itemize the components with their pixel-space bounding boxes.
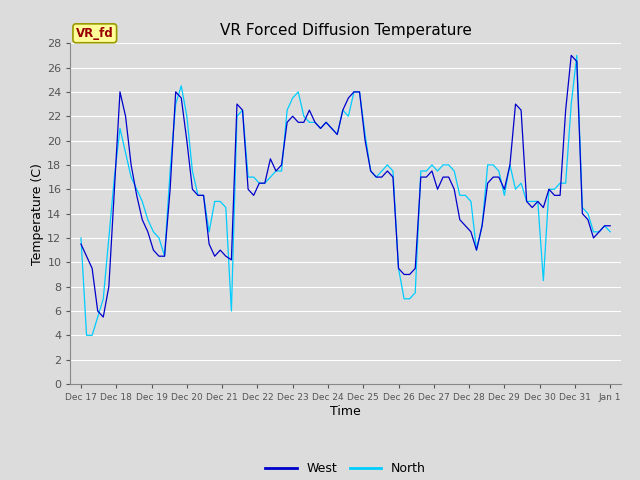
Y-axis label: Temperature (C): Temperature (C) — [31, 163, 44, 264]
Text: VR_fd: VR_fd — [76, 27, 114, 40]
X-axis label: Time: Time — [330, 405, 361, 418]
Title: VR Forced Diffusion Temperature: VR Forced Diffusion Temperature — [220, 23, 472, 38]
Legend: West, North: West, North — [260, 457, 431, 480]
